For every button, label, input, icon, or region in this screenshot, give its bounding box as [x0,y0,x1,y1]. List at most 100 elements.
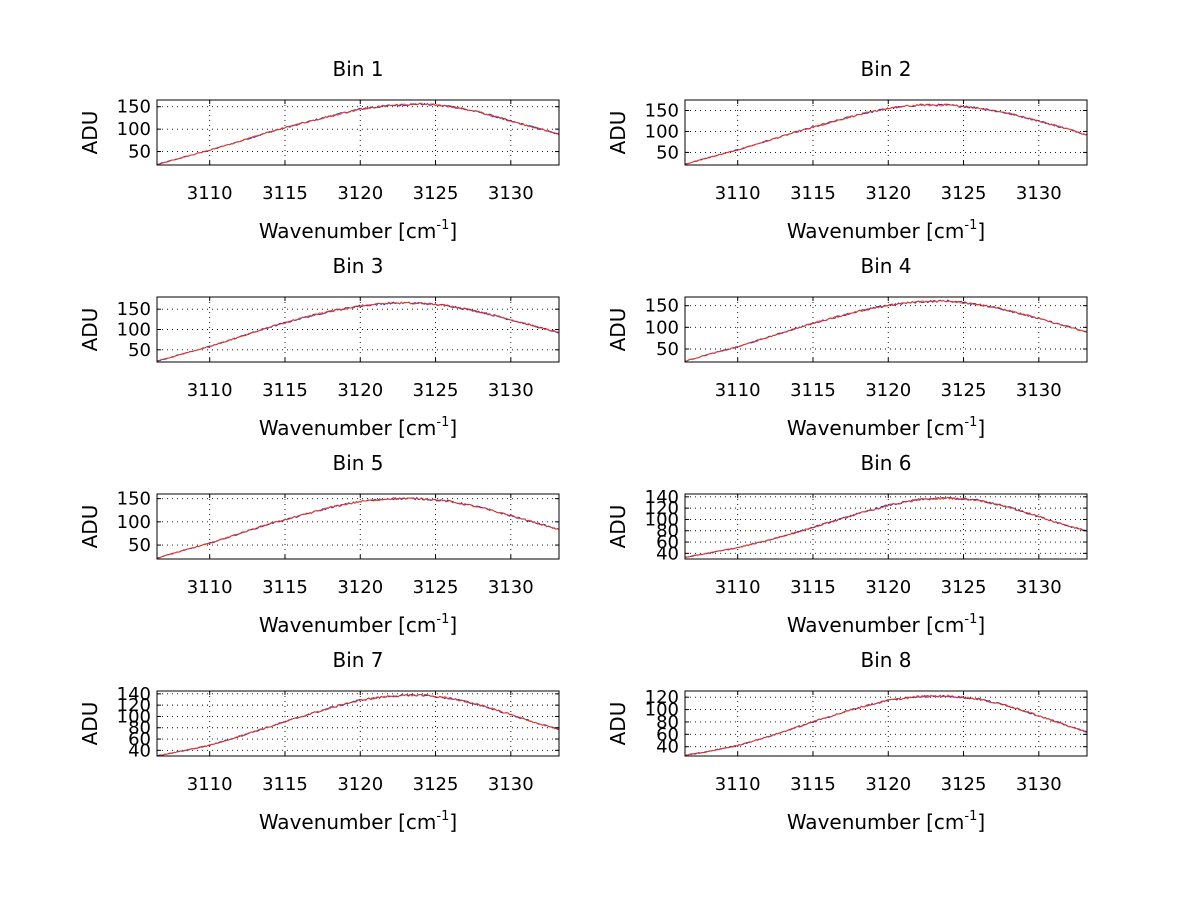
x-tick-label: 3130 [1016,380,1062,401]
x-axis-label-close: ] [977,416,985,440]
y-tick-label: 150 [117,489,151,510]
y-tick-label: 40 [656,737,679,758]
x-tick-label: 3110 [715,774,761,795]
x-tick-label: 3120 [337,380,383,401]
y-tick-label: 60 [128,729,151,750]
axes-box [156,493,560,560]
y-tick-label: 40 [656,543,679,564]
y-tick-label: 120 [645,498,679,519]
x-tick-label: 3115 [790,577,836,598]
subplot-title: Bin 1 [332,57,383,81]
x-axis-label-text: Wavenumber [cm [787,810,965,834]
y-tick-label: 80 [656,712,679,733]
x-tick-label: 3120 [337,774,383,795]
y-tick-label: 100 [117,706,151,727]
x-axis-label-close: ] [449,613,457,637]
x-axis-label: Wavenumber [cm-1] [787,809,985,834]
subplot-title: Bin 8 [860,648,911,672]
x-tick-label: 3115 [262,577,308,598]
x-tick-label: 3130 [1016,774,1062,795]
x-tick-label: 3110 [715,577,761,598]
y-tick-label: 150 [645,296,679,317]
x-tick-label: 3120 [865,577,911,598]
x-axis-label: Wavenumber [cm-1] [259,415,457,440]
series-line-red [156,693,560,757]
x-axis-label-close: ] [449,810,457,834]
y-axis-label: ADU [606,308,630,352]
x-tick-label: 3130 [1016,577,1062,598]
y-axis-label: ADU [78,505,102,549]
x-axis-label-text: Wavenumber [cm [787,613,965,637]
subplot-title: Bin 2 [860,57,911,81]
x-tick-label: 3130 [488,380,534,401]
y-tick-label: 100 [117,512,151,533]
x-tick-label: 3115 [262,183,308,204]
x-axis-label: Wavenumber [cm-1] [259,612,457,637]
series-line-blue [685,299,1088,362]
series-line-red [684,694,1088,757]
x-axis-label-close: ] [449,219,457,243]
x-tick-label: 3110 [715,380,761,401]
series-line-red [156,301,560,362]
x-axis-label-text: Wavenumber [cm [787,219,965,243]
x-axis-label-superscript: -1 [964,612,977,627]
y-tick-label: 150 [645,100,679,121]
y-tick-label: 50 [656,339,679,360]
subplot-title: Bin 6 [860,451,911,475]
axes-box [156,690,560,757]
x-axis-label: Wavenumber [cm-1] [787,415,985,440]
x-tick-label: 3125 [413,774,459,795]
y-tick-label: 60 [656,532,679,553]
y-tick-label: 100 [645,121,679,142]
series-line-blue [156,301,560,362]
x-tick-label: 3115 [790,183,836,204]
y-tick-label: 60 [656,724,679,745]
y-tick-label: 100 [645,509,679,530]
axes-box [156,99,560,166]
x-axis-label-text: Wavenumber [cm [259,810,437,834]
y-tick-label: 80 [128,718,151,739]
x-tick-label: 3120 [865,380,911,401]
series-line-red [684,103,1088,166]
y-tick-label: 50 [128,535,151,556]
x-tick-label: 3110 [187,183,233,204]
series-line-red [156,102,560,166]
x-axis-label: Wavenumber [cm-1] [259,218,457,243]
x-axis-label-close: ] [977,613,985,637]
y-tick-label: 100 [117,119,151,140]
x-axis-label: Wavenumber [cm-1] [259,809,457,834]
x-tick-label: 3120 [337,183,383,204]
x-tick-label: 3120 [865,183,911,204]
x-axis-label-close: ] [977,810,985,834]
x-axis-label-superscript: -1 [436,809,449,824]
x-axis-label-superscript: -1 [436,415,449,430]
y-tick-label: 80 [656,521,679,542]
x-tick-label: 3125 [413,577,459,598]
x-axis-label-text: Wavenumber [cm [259,219,437,243]
subplot-title: Bin 7 [332,648,383,672]
x-tick-label: 3130 [488,577,534,598]
y-axis-label: ADU [78,308,102,352]
y-tick-label: 140 [117,684,151,705]
y-axis-label: ADU [606,702,630,746]
x-axis-label-superscript: -1 [964,218,977,233]
x-tick-label: 3115 [790,774,836,795]
x-tick-label: 3115 [790,380,836,401]
x-tick-label: 3125 [941,380,987,401]
series-line-red [156,497,560,559]
x-tick-label: 3125 [941,577,987,598]
x-tick-label: 3110 [715,183,761,204]
x-axis-label-superscript: -1 [436,612,449,627]
x-axis-label: Wavenumber [cm-1] [787,612,985,637]
y-tick-label: 140 [645,487,679,508]
x-tick-label: 3115 [262,774,308,795]
y-axis-label: ADU [78,702,102,746]
y-tick-label: 100 [645,317,679,338]
x-tick-label: 3115 [262,380,308,401]
y-axis-label: ADU [78,111,102,155]
